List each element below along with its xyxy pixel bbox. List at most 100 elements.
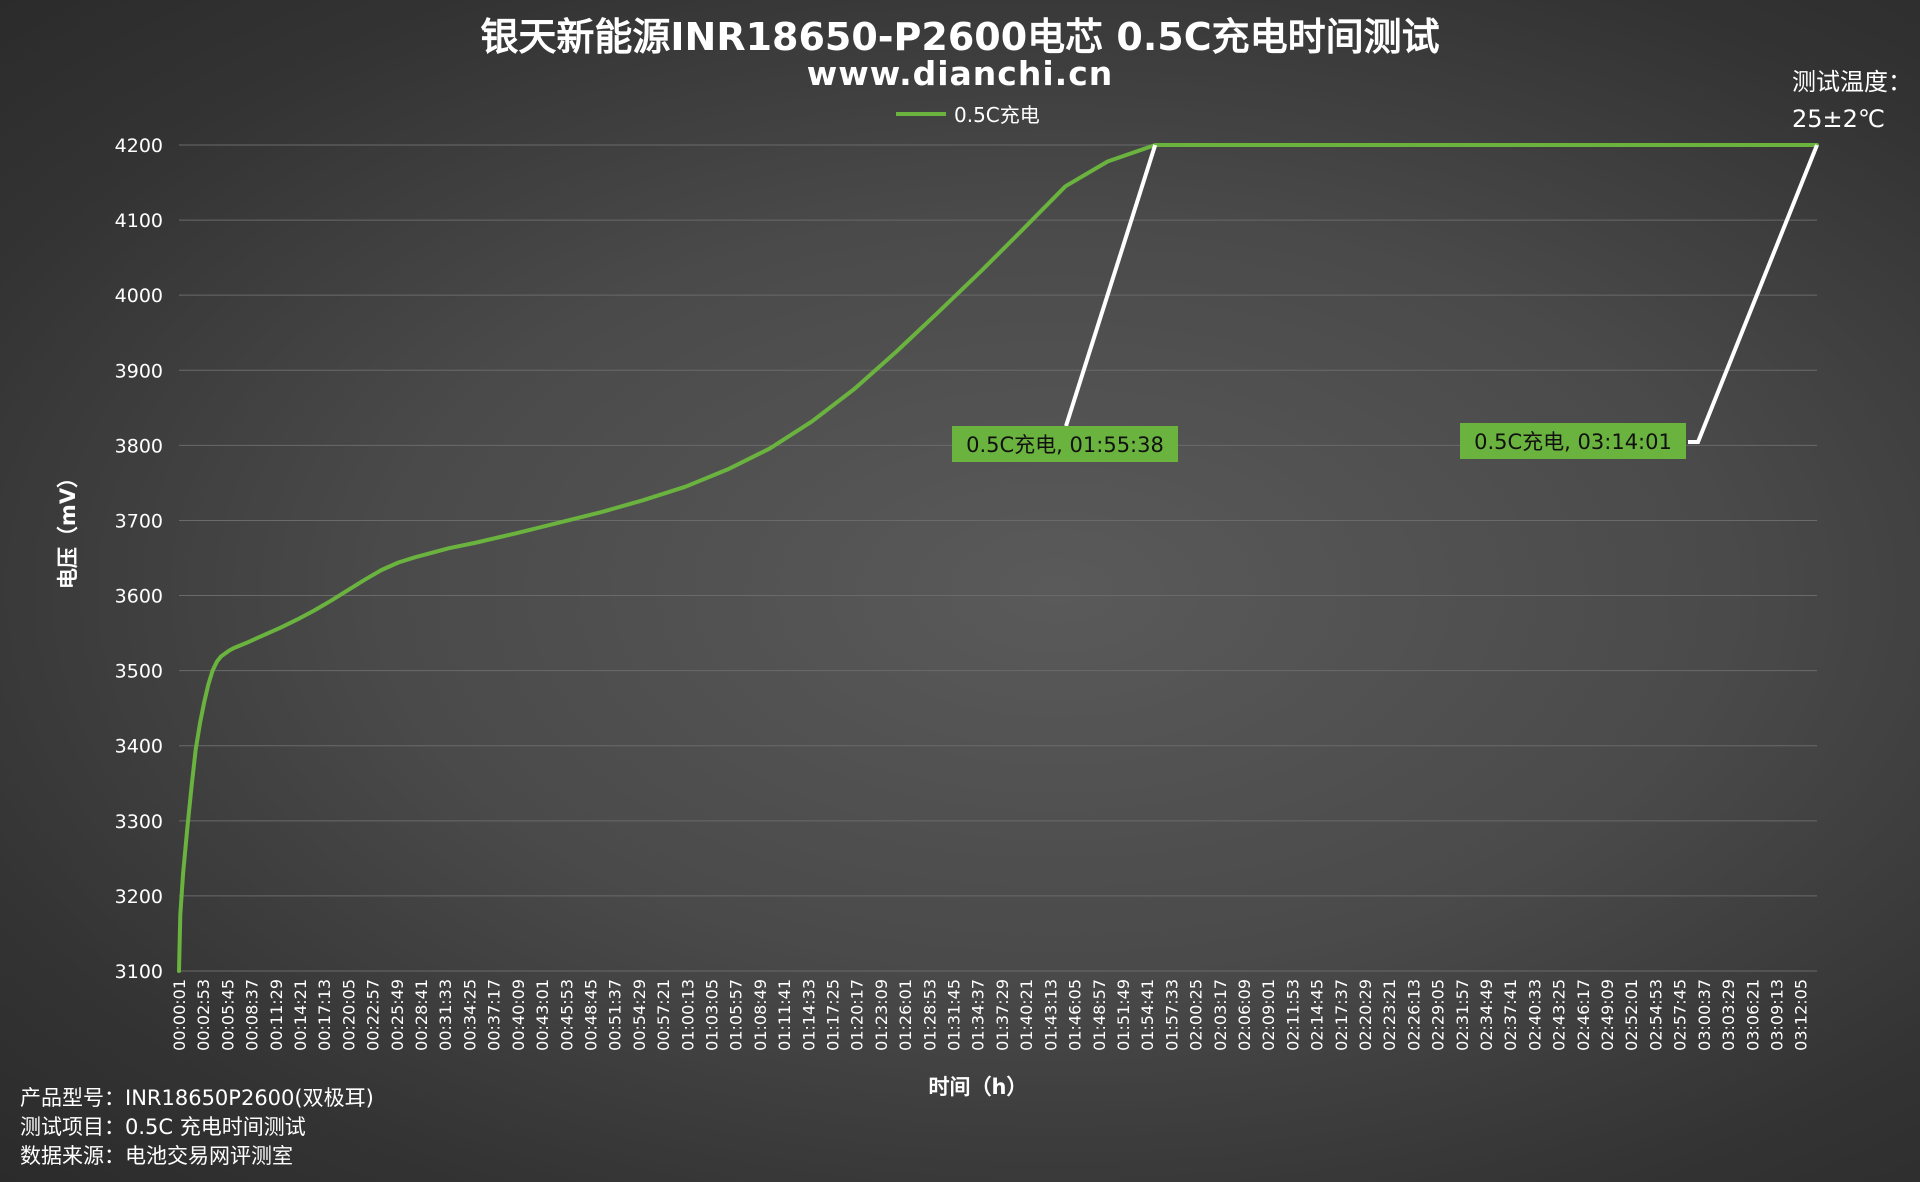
x-tick-label: 03:09:13: [1767, 979, 1786, 1051]
y-tick-label: 3300: [115, 811, 163, 833]
x-tick-label: 02:49:09: [1598, 979, 1617, 1051]
x-tick-label: 00:37:17: [485, 979, 504, 1051]
x-tick-label: 01:51:49: [1114, 979, 1133, 1051]
annotation-label-box: [1460, 423, 1686, 459]
x-tick-label: 00:48:45: [581, 979, 600, 1051]
legend: 0.5C充电: [896, 103, 1040, 127]
x-tick-label: 00:25:49: [388, 979, 407, 1051]
annotation-leader-line: [1064, 144, 1158, 427]
annotation-label: 0.5C充电, 01:55:38: [966, 433, 1164, 457]
annotation-leader-line: [1688, 144, 1819, 444]
chart-title: 银天新能源INR18650-P2600电芯 0.5C充电时间测试: [480, 15, 1440, 59]
info-key: 产品型号：: [20, 1086, 125, 1110]
y-axis-label: 电压（mV）: [56, 467, 80, 589]
x-tick-label: 01:17:25: [824, 979, 843, 1051]
x-tick-label: 01:05:57: [727, 979, 746, 1051]
x-tick-label: 00:43:01: [533, 979, 552, 1051]
x-tick-label: 01:28:53: [920, 979, 939, 1051]
info-row-source: 数据来源：电池交易网评测室: [20, 1142, 374, 1171]
x-tick-label: 02:37:41: [1501, 979, 1520, 1051]
x-tick-label: 01:11:41: [775, 979, 794, 1051]
x-tick-label: 02:26:13: [1404, 979, 1423, 1051]
x-tick-label: 03:03:29: [1719, 979, 1738, 1051]
y-tick-label: 4000: [115, 285, 163, 307]
info-key: 数据来源：: [20, 1144, 125, 1168]
x-tick-label: 02:23:21: [1380, 979, 1399, 1051]
x-tick-label: 01:37:29: [993, 979, 1012, 1051]
series-line-0.5c-charge: [177, 143, 1819, 973]
x-tick-label: 02:00:25: [1187, 979, 1206, 1051]
x-tick-label: 02:40:33: [1525, 979, 1544, 1051]
x-tick-label: 01:31:45: [945, 979, 964, 1051]
info-value: 电池交易网评测室: [125, 1144, 293, 1168]
data-annotations: 0.5C充电, 01:55:38 0.5C充电, 03:14:01: [952, 144, 1819, 462]
test-temperature-value: 25±2℃: [1792, 105, 1885, 133]
x-tick-label: 00:51:37: [606, 979, 625, 1051]
x-tick-label: 01:54:41: [1138, 979, 1157, 1051]
annotation-label-box: [952, 426, 1178, 462]
x-tick-label: 02:03:17: [1211, 979, 1230, 1051]
x-tick-label: 02:54:53: [1646, 979, 1665, 1051]
annotation-label: 0.5C充电, 03:14:01: [1474, 430, 1672, 454]
x-tick-label: 01:43:13: [1041, 979, 1060, 1051]
y-tick-label: 3600: [115, 586, 163, 608]
x-tick-label: 00:45:53: [557, 979, 576, 1051]
info-row-item: 测试项目：0.5C 充电时间测试: [20, 1113, 374, 1142]
chart-subtitle: www.dianchi.cn: [806, 54, 1114, 93]
x-tick-label: 02:14:45: [1308, 979, 1327, 1051]
x-tick-label: 03:00:37: [1695, 979, 1714, 1051]
x-tick-label: 00:05:45: [218, 979, 237, 1051]
y-tick-label: 3500: [115, 661, 163, 683]
x-axis-label: 时间（h）: [929, 1075, 1028, 1099]
x-tick-label: 02:52:01: [1622, 979, 1641, 1051]
x-tick-label: 01:46:05: [1066, 979, 1085, 1051]
y-tick-label: 3900: [115, 360, 163, 382]
gridlines: [179, 144, 1817, 972]
y-tick-label: 3100: [115, 961, 163, 983]
x-tick-label: 02:11:53: [1283, 979, 1302, 1051]
info-row-model: 产品型号：INR18650P2600(双极耳): [20, 1084, 374, 1113]
x-tick-label: 02:20:29: [1356, 979, 1375, 1051]
x-tick-label: 01:40:21: [1017, 979, 1036, 1051]
x-tick-label: 00:20:05: [339, 979, 358, 1051]
x-tick-label: 01:00:13: [678, 979, 697, 1051]
x-tick-label: 01:14:33: [799, 979, 818, 1051]
x-tick-label: 01:26:01: [896, 979, 915, 1051]
x-tick-label: 00:34:25: [460, 979, 479, 1051]
x-tick-label: 03:06:21: [1743, 979, 1762, 1051]
x-tick-label: 02:29:05: [1429, 979, 1448, 1051]
x-tick-label: 02:46:17: [1574, 979, 1593, 1051]
test-temperature-label: 测试温度：: [1792, 68, 1912, 96]
x-tick-label: 00:28:41: [412, 979, 431, 1051]
y-tick-label: 3700: [115, 510, 163, 532]
info-value: INR18650P2600(双极耳): [125, 1086, 374, 1110]
x-tick-label: 02:06:09: [1235, 979, 1254, 1051]
x-tick-label: 00:57:21: [654, 979, 673, 1051]
x-tick-label: 00:54:29: [630, 979, 649, 1051]
x-tick-label: 01:34:37: [969, 979, 988, 1051]
y-tick-label: 3400: [115, 736, 163, 758]
x-tick-label: 02:57:45: [1671, 979, 1690, 1051]
x-tick-label: 00:40:09: [509, 979, 528, 1051]
x-tick-label: 00:08:37: [243, 979, 262, 1051]
info-key: 测试项目：: [20, 1115, 125, 1139]
x-tick-label: 02:17:37: [1332, 979, 1351, 1051]
test-temperature: 测试温度： 25±2℃: [1792, 64, 1912, 138]
y-tick-label: 4200: [115, 135, 163, 157]
x-tick-label: 00:31:33: [436, 979, 455, 1051]
x-tick-label: 01:03:05: [702, 979, 721, 1051]
x-tick-label: 01:20:17: [848, 979, 867, 1051]
x-tick-label: 01:08:49: [751, 979, 770, 1051]
test-info: 产品型号：INR18650P2600(双极耳) 测试项目：0.5C 充电时间测试…: [20, 1084, 374, 1171]
x-tick-label: 00:14:21: [291, 979, 310, 1051]
x-tick-label: 02:09:01: [1259, 979, 1278, 1051]
x-tick-label: 01:48:57: [1090, 979, 1109, 1051]
info-value: 0.5C 充电时间测试: [125, 1115, 306, 1139]
y-axis-ticks: 3100 3200 3300 3400 3500 3600 3700 3800 3900 4000…: [115, 135, 163, 983]
y-tick-label: 4100: [115, 210, 163, 232]
x-tick-label: 02:34:49: [1477, 979, 1496, 1051]
x-tick-label: 00:00:01: [170, 979, 189, 1051]
legend-label: 0.5C充电: [954, 103, 1040, 127]
y-tick-label: 3200: [115, 886, 163, 908]
